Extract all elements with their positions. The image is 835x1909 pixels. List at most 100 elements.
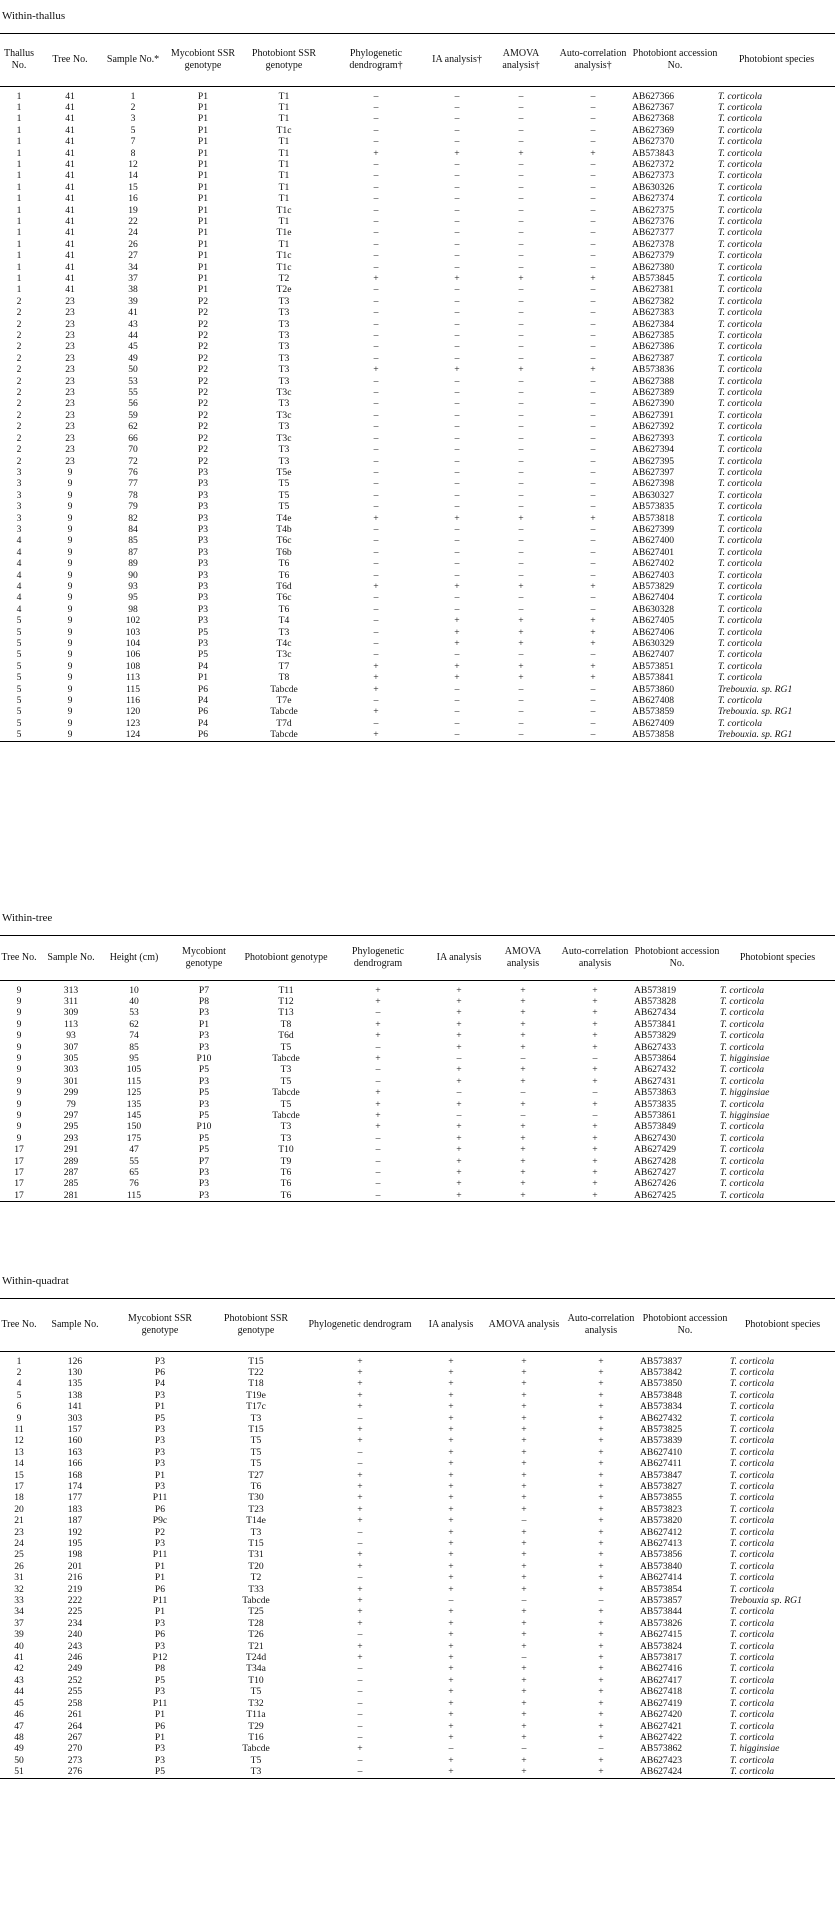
table-cell: – bbox=[357, 1754, 363, 1766]
table-cell: P5 bbox=[197, 626, 209, 638]
table-cell: 76 bbox=[128, 466, 138, 478]
table-cell: + bbox=[592, 1144, 598, 1156]
table-cell: – bbox=[590, 261, 596, 273]
table-cell: + bbox=[448, 1617, 454, 1629]
table-cell: Trebouxia. sp. RG1 bbox=[718, 706, 793, 718]
table-row: 17 287 65 P3 T6 – + + + AB627427 T. corticola bbox=[0, 1167, 835, 1178]
table-cell: 32 bbox=[14, 1583, 24, 1595]
table-row: 17 281 115 P3 T6 – + + + AB627425 T. corticola bbox=[0, 1190, 835, 1201]
table-cell: P1 bbox=[154, 1469, 166, 1481]
table-cell: + bbox=[456, 1075, 462, 1087]
table-cell: + bbox=[592, 1189, 598, 1201]
table-cell: – bbox=[590, 227, 596, 239]
table-cell: + bbox=[592, 1018, 598, 1030]
table-cell: P2 bbox=[197, 409, 209, 421]
table-cell: – bbox=[518, 375, 524, 387]
table-cell: P1 bbox=[197, 136, 209, 148]
table-cell: – bbox=[375, 1132, 381, 1144]
table-cell: 5 bbox=[16, 672, 22, 684]
table-cell: T1 bbox=[278, 170, 290, 182]
table-cell: 2 bbox=[16, 444, 22, 456]
table-cell: 273 bbox=[67, 1754, 83, 1766]
table-cell: T3 bbox=[280, 1121, 292, 1133]
table-cell: 74 bbox=[129, 1030, 139, 1042]
table-cell: AB627370 bbox=[632, 136, 675, 148]
table-cell: + bbox=[521, 1423, 527, 1435]
table-cell: T5 bbox=[280, 1075, 292, 1087]
table-cell: – bbox=[373, 307, 379, 319]
table-cell: 23 bbox=[65, 432, 75, 444]
table-cell: – bbox=[373, 546, 379, 558]
table-cell: – bbox=[590, 158, 596, 170]
table-cell: + bbox=[448, 1458, 454, 1470]
table-cell: + bbox=[357, 1355, 363, 1367]
table-cell: 4 bbox=[16, 535, 22, 547]
table-cell: – bbox=[518, 113, 524, 125]
section-title: Within-tree bbox=[2, 912, 53, 924]
table-cell: + bbox=[590, 512, 596, 524]
table-cell: – bbox=[521, 1743, 527, 1755]
table-cell: – bbox=[454, 136, 460, 148]
table-cell: 79 bbox=[128, 501, 138, 513]
table-cell: 17 bbox=[14, 1480, 24, 1492]
table-cell: – bbox=[373, 352, 379, 364]
table-cell: T. corticola bbox=[718, 695, 763, 707]
table-cell: – bbox=[518, 181, 524, 193]
table-cell: AB573818 bbox=[632, 512, 675, 524]
table-row: 9 293 175 P5 T3 – + + + AB627430 T. corticola bbox=[0, 1133, 835, 1144]
table-cell: 25 bbox=[14, 1549, 24, 1561]
table-cell: – bbox=[590, 558, 596, 570]
table-cell: + bbox=[598, 1480, 604, 1492]
table-cell: AB627407 bbox=[632, 649, 675, 661]
table-cell: 41 bbox=[65, 101, 75, 113]
table-cell: 1 bbox=[16, 90, 22, 102]
table-cell: + bbox=[521, 1469, 527, 1481]
table-cell: + bbox=[521, 1458, 527, 1470]
column-header: Height (cm) bbox=[109, 951, 159, 963]
table-cell: T1c bbox=[276, 124, 292, 136]
table-cell: – bbox=[373, 558, 379, 570]
table-cell: – bbox=[590, 421, 596, 433]
table-cell: T. corticola bbox=[730, 1503, 775, 1515]
table-row: 1 41 5 P1 T1c – – – – AB627369 T. corticola bbox=[0, 125, 835, 136]
table-cell: P11 bbox=[152, 1595, 168, 1607]
table-cell: + bbox=[373, 273, 379, 284]
table-cell: 41 bbox=[65, 113, 75, 125]
table-cell: 2 bbox=[16, 318, 22, 330]
table-cell: – bbox=[518, 90, 524, 102]
table-cell: – bbox=[518, 250, 524, 262]
table-cell: + bbox=[521, 1640, 527, 1652]
table-cell: T. corticola bbox=[730, 1412, 775, 1424]
table-cell: – bbox=[357, 1663, 363, 1675]
table-cell: T. corticola bbox=[718, 478, 763, 490]
table-cell: 41 bbox=[65, 227, 75, 239]
table-cell: 76 bbox=[129, 1178, 139, 1190]
table-cell: P3 bbox=[154, 1480, 166, 1492]
table-cell: T. corticola bbox=[720, 1018, 765, 1030]
table-cell: AB627411 bbox=[640, 1458, 682, 1470]
table-cell: + bbox=[598, 1469, 604, 1481]
table-cell: T. corticola bbox=[718, 501, 763, 513]
table-cell: P2 bbox=[154, 1526, 166, 1538]
table-cell: – bbox=[454, 546, 460, 558]
table-cell: + bbox=[521, 1606, 527, 1618]
table-cell: 9 bbox=[16, 1030, 22, 1042]
table-cell: 2 bbox=[16, 330, 22, 342]
table-cell: T30 bbox=[248, 1492, 264, 1504]
table-cell: Tabcde bbox=[270, 729, 298, 741]
table-cell: P6 bbox=[197, 683, 209, 695]
table-cell: + bbox=[598, 1720, 604, 1732]
table-cell: AB627392 bbox=[632, 421, 675, 433]
table-row: 9 295 150 P10 T3 + + + + AB573849 T. corticola bbox=[0, 1121, 835, 1132]
table-cell: P1 bbox=[197, 204, 209, 216]
table-cell: – bbox=[375, 1041, 381, 1053]
table-cell: + bbox=[598, 1366, 604, 1378]
table-cell: – bbox=[454, 238, 460, 250]
column-header: Phylogenetic dendrogram† bbox=[349, 47, 403, 71]
table-cell: P1 bbox=[197, 672, 209, 684]
table-row: 26 201 P1 T20 + + + + AB573840 T. corticola bbox=[0, 1561, 835, 1572]
table-cell: 70 bbox=[128, 444, 138, 456]
table-row: 17 174 P3 T6 + + + + AB573827 T. corticola bbox=[0, 1481, 835, 1492]
table-cell: 65 bbox=[129, 1167, 139, 1178]
table-cell: P6 bbox=[197, 729, 209, 741]
